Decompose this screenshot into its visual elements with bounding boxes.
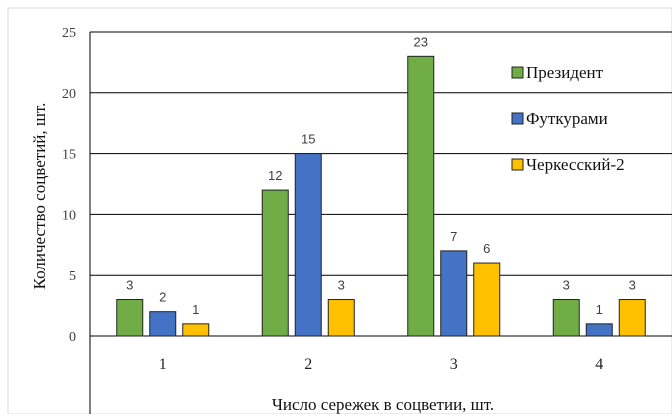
data-label: 3 <box>338 278 345 293</box>
legend-swatch <box>511 66 524 79</box>
data-label: 3 <box>629 278 636 293</box>
bar-3-4 <box>618 299 646 337</box>
bar-1-3 <box>407 55 435 337</box>
y-tick-label: 25 <box>62 26 76 41</box>
y-tick-labels: 0 5 10 15 20 25 <box>62 26 76 345</box>
x-category-label: 3 <box>450 356 458 373</box>
y-tick-label: 20 <box>62 87 76 102</box>
legend-label: Футкурами <box>526 109 608 128</box>
y-tick-label: 10 <box>62 208 76 223</box>
bar-2-2 <box>294 153 322 337</box>
data-label: 15 <box>301 132 315 147</box>
bar-1-1 <box>116 299 144 337</box>
bar-3-3 <box>473 262 501 337</box>
data-labels: 3 2 1 12 15 3 23 7 6 3 1 3 <box>126 34 636 317</box>
data-label: 2 <box>159 290 166 305</box>
legend-label: Президент <box>526 63 604 82</box>
x-category-labels: 1 2 3 4 <box>159 356 604 373</box>
x-axis-title: Число сережек в соцветии, шт. <box>272 395 494 414</box>
data-label: 1 <box>192 302 199 317</box>
data-label: 7 <box>450 229 457 244</box>
bar-3-2 <box>327 299 355 337</box>
y-tick-label: 15 <box>62 148 76 163</box>
y-tick-label: 0 <box>69 330 76 345</box>
bar-1-4 <box>552 299 580 337</box>
legend-swatch <box>511 112 524 125</box>
data-label: 6 <box>483 241 490 256</box>
chart-border <box>7 7 672 415</box>
data-label: 23 <box>414 34 428 49</box>
x-category-label: 2 <box>304 356 312 373</box>
x-category-label: 1 <box>159 356 167 373</box>
bar-2-4 <box>585 323 613 337</box>
legend-label: Черкесский-2 <box>526 155 625 174</box>
y-tick-label: 5 <box>69 269 76 284</box>
y-axis-title: Количество соцветий, шт. <box>30 103 49 290</box>
data-label: 3 <box>126 278 133 293</box>
bar-2-1 <box>149 311 177 337</box>
bar-1-2 <box>261 189 289 337</box>
legend: Президент Футкурами Черкесский-2 <box>511 63 625 174</box>
bars <box>116 55 646 337</box>
x-category-label: 4 <box>595 356 603 373</box>
data-label: 3 <box>563 278 570 293</box>
bar-3-1 <box>182 323 210 337</box>
legend-swatch <box>511 158 524 171</box>
data-label: 1 <box>596 302 603 317</box>
bar-2-3 <box>440 250 468 337</box>
data-label: 12 <box>268 168 282 183</box>
